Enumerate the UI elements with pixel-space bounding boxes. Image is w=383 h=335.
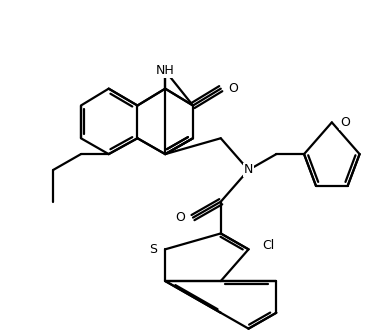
Text: O: O [229,82,239,95]
Text: NH: NH [156,64,175,77]
Text: O: O [175,211,185,224]
Text: Cl: Cl [262,239,275,252]
Text: O: O [340,116,350,129]
Text: S: S [149,243,157,256]
Text: N: N [244,163,253,177]
